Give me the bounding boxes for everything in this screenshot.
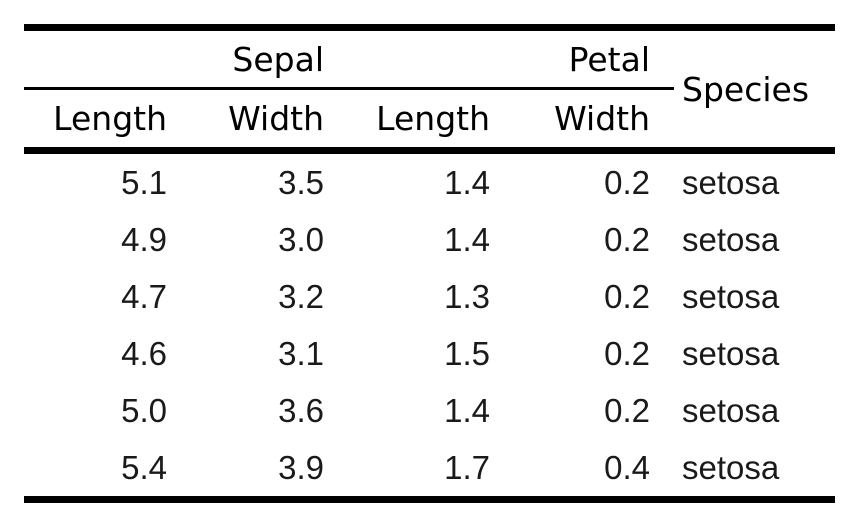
col-header-species: Species bbox=[674, 27, 836, 154]
cell-sepal-width: 3.9 bbox=[278, 448, 324, 486]
cell-sepal-width: 3.1 bbox=[278, 334, 324, 372]
cell-sepal-length: 5.4 bbox=[121, 448, 167, 486]
cell-sepal-width: 3.6 bbox=[278, 391, 324, 429]
cell-species: setosa bbox=[682, 448, 780, 486]
cell-petal-length: 1.4 bbox=[444, 220, 490, 258]
col-header-sepal-width: Width bbox=[191, 88, 348, 154]
cell-species: setosa bbox=[682, 334, 780, 372]
cell-sepal-width: 3.0 bbox=[278, 220, 324, 258]
table-body: 5.1 3.5 1.4 0.2 setosa 4.9 3.0 1.4 0.2 s… bbox=[24, 151, 835, 500]
table-row: 5.1 3.5 1.4 0.2 setosa bbox=[24, 151, 835, 212]
cell-petal-width: 0.2 bbox=[604, 163, 651, 201]
cell-sepal-length: 4.7 bbox=[121, 277, 167, 315]
cell-sepal-width: 3.5 bbox=[278, 163, 324, 201]
cell-species: setosa bbox=[682, 163, 780, 201]
table-header: Sepal Petal Species Length Width Length … bbox=[24, 27, 836, 154]
subheader-row: Length Width Length Width bbox=[24, 88, 835, 154]
table-row: 4.7 3.2 1.3 0.2 setosa bbox=[24, 268, 835, 325]
cell-petal-length: 1.3 bbox=[444, 277, 490, 315]
table-row: 4.6 3.1 1.5 0.2 setosa bbox=[24, 325, 835, 382]
cell-sepal-length: 5.0 bbox=[121, 391, 167, 429]
cell-petal-width: 0.2 bbox=[604, 391, 651, 429]
cell-petal-width: 0.2 bbox=[604, 220, 651, 258]
spanner-petal: Petal bbox=[348, 27, 675, 90]
table-row: 5.0 3.6 1.4 0.2 setosa bbox=[24, 382, 835, 439]
cell-sepal-length: 4.6 bbox=[121, 334, 167, 372]
cell-petal-width: 0.4 bbox=[604, 448, 651, 486]
cell-sepal-length: 4.9 bbox=[121, 220, 167, 258]
cell-petal-length: 1.5 bbox=[444, 334, 490, 372]
cell-sepal-width: 3.2 bbox=[278, 277, 324, 315]
cell-species: setosa bbox=[682, 391, 780, 429]
cell-petal-length: 1.4 bbox=[444, 163, 490, 201]
cell-petal-length: 1.4 bbox=[444, 391, 490, 429]
spanner-row: Sepal Petal Species bbox=[24, 27, 836, 154]
col-header-petal-length: Length bbox=[348, 88, 514, 154]
cell-species: setosa bbox=[682, 220, 780, 258]
spanner-sepal: Sepal bbox=[24, 27, 348, 90]
table-row: 5.4 3.9 1.7 0.4 setosa bbox=[24, 439, 835, 500]
table-row: 4.9 3.0 1.4 0.2 setosa bbox=[24, 211, 835, 268]
cell-petal-width: 0.2 bbox=[604, 334, 651, 372]
cell-sepal-length: 5.1 bbox=[121, 163, 167, 201]
cell-species: setosa bbox=[682, 277, 780, 315]
cell-petal-length: 1.7 bbox=[444, 448, 490, 486]
col-header-petal-width: Width bbox=[514, 88, 675, 154]
col-header-sepal-length: Length bbox=[24, 88, 191, 154]
iris-table: Sepal Petal Species Length Width Length … bbox=[24, 24, 836, 503]
cell-petal-width: 0.2 bbox=[604, 277, 651, 315]
